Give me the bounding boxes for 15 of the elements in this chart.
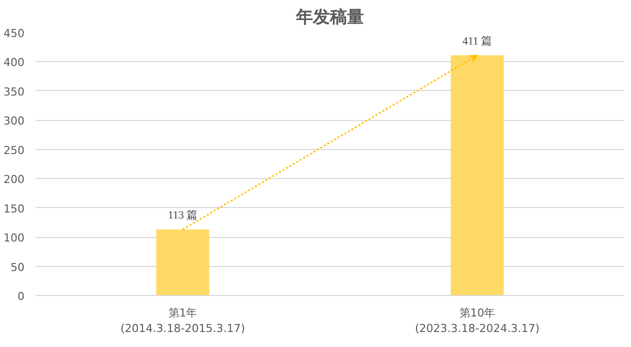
y-tick-label: 400: [4, 56, 25, 70]
y-tick-label: 150: [4, 202, 25, 216]
chart-title: 年发稿量: [295, 8, 364, 28]
y-tick-label: 300: [4, 114, 25, 128]
data-label: 411 篇: [462, 35, 492, 48]
y-tick-label: 0: [18, 290, 24, 303]
y-tick-label: 50: [10, 260, 25, 274]
x-tick-label: 第10年 (2023.3.18-2024.3.17): [414, 306, 540, 336]
y-tick-label: 200: [4, 173, 25, 186]
y-tick-label: 100: [4, 232, 25, 245]
data-label: 113 篇: [168, 209, 198, 222]
y-tick-label: 450: [4, 27, 25, 40]
y-tick-label: 250: [4, 144, 25, 157]
x-tick-label: 第1年 (2014.3.18-2015.3.17): [120, 306, 246, 336]
y-tick-label: 350: [4, 85, 25, 98]
